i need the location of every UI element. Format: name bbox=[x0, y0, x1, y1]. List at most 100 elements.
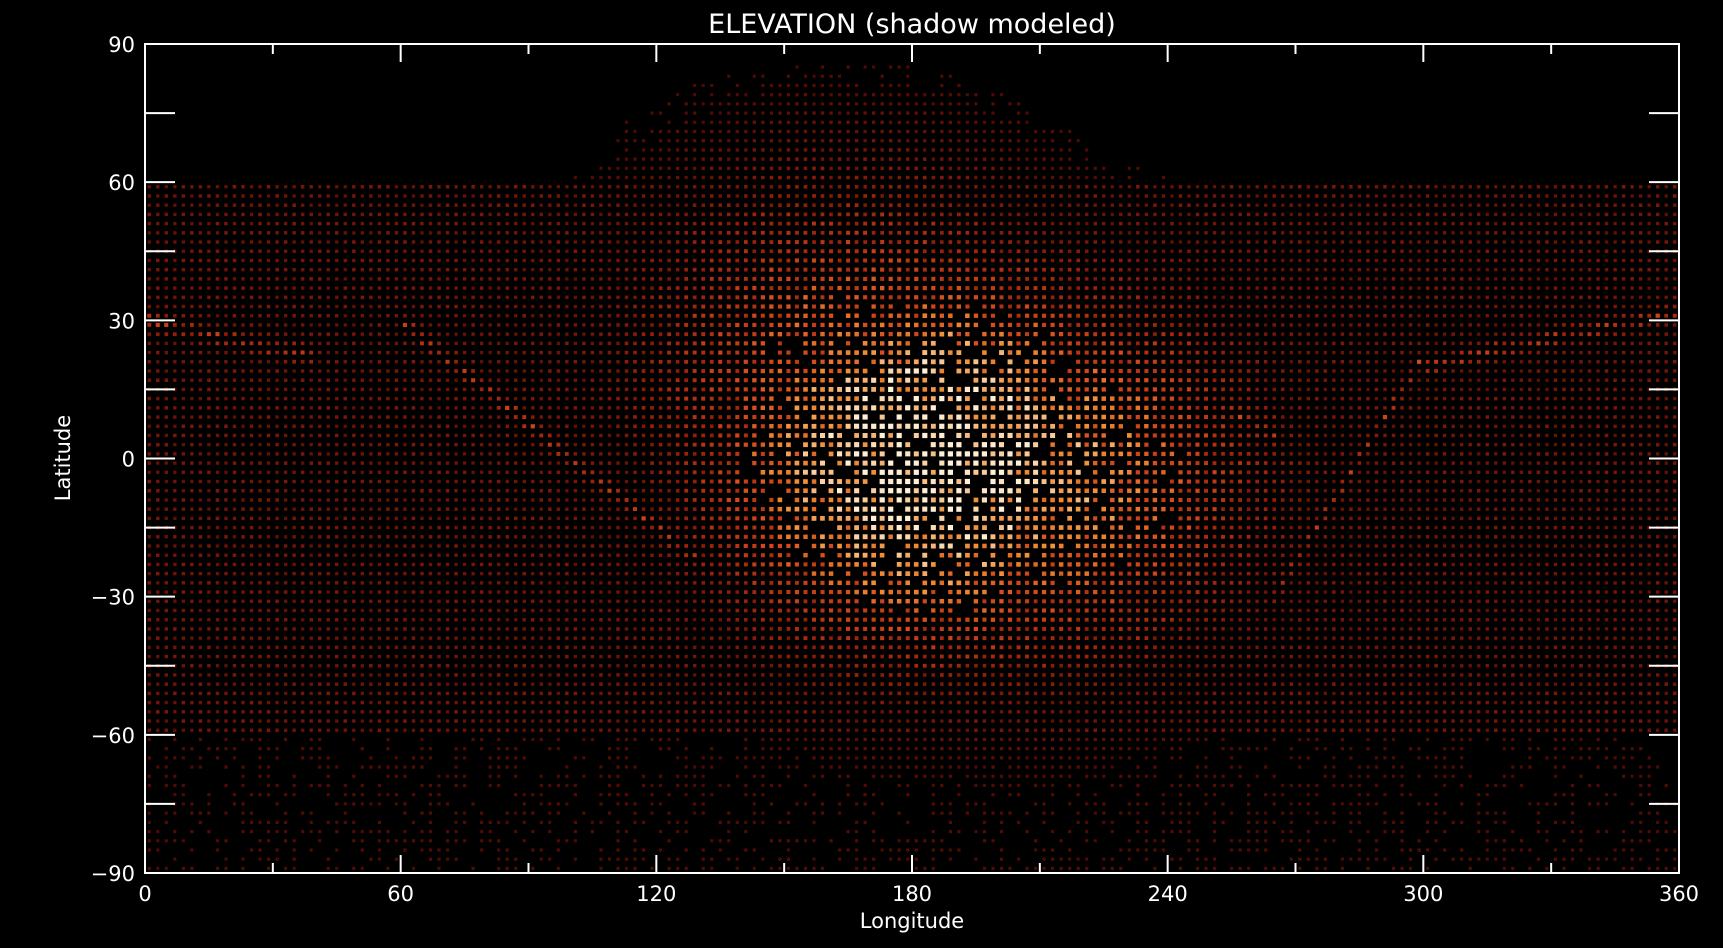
elevation-dot bbox=[394, 194, 398, 198]
elevation-dot bbox=[1417, 286, 1421, 290]
elevation-dot bbox=[1579, 277, 1583, 281]
elevation-dot bbox=[1459, 396, 1464, 401]
elevation-dot bbox=[539, 378, 543, 382]
elevation-dot bbox=[462, 341, 467, 346]
elevation-dot bbox=[215, 212, 220, 217]
elevation-dot bbox=[565, 369, 569, 373]
elevation-dot bbox=[1229, 350, 1234, 355]
elevation-dot bbox=[198, 378, 203, 382]
elevation-dot bbox=[173, 222, 177, 226]
elevation-dot bbox=[1664, 212, 1668, 217]
elevation-dot bbox=[1477, 240, 1481, 244]
elevation-dot bbox=[1153, 203, 1157, 207]
elevation-dot bbox=[1246, 286, 1251, 290]
elevation-dot bbox=[940, 231, 944, 235]
elevation-dot bbox=[735, 406, 740, 410]
elevation-dot bbox=[1298, 387, 1302, 391]
elevation-dot bbox=[198, 194, 203, 198]
elevation-dot bbox=[675, 231, 680, 235]
elevation-dot bbox=[676, 139, 680, 143]
elevation-dot bbox=[633, 194, 637, 198]
elevation-dot bbox=[692, 267, 697, 272]
elevation-dot bbox=[693, 129, 697, 134]
elevation-dot bbox=[1221, 203, 1225, 207]
elevation-dot bbox=[369, 267, 373, 272]
elevation-dot bbox=[1067, 405, 1072, 411]
elevation-dot bbox=[769, 368, 774, 374]
elevation-dot bbox=[556, 249, 560, 253]
elevation-dot bbox=[948, 350, 953, 355]
elevation-dot bbox=[1315, 222, 1319, 226]
elevation-dot bbox=[488, 286, 492, 290]
elevation-dot bbox=[505, 314, 509, 318]
elevation-dot bbox=[684, 221, 688, 226]
elevation-dot bbox=[965, 129, 969, 134]
elevation-dot bbox=[309, 185, 313, 189]
elevation-dot bbox=[1587, 249, 1592, 253]
elevation-dot bbox=[701, 396, 706, 401]
elevation-dot bbox=[565, 185, 569, 189]
elevation-dot bbox=[607, 304, 612, 309]
elevation-dot bbox=[1161, 249, 1165, 253]
elevation-dot bbox=[599, 194, 603, 198]
elevation-dot bbox=[300, 277, 305, 281]
elevation-dot bbox=[1536, 341, 1541, 346]
elevation-dot bbox=[1007, 396, 1013, 402]
elevation-dot bbox=[641, 166, 646, 170]
elevation-dot bbox=[232, 295, 237, 299]
elevation-dot bbox=[1442, 341, 1447, 346]
elevation-dot bbox=[522, 378, 526, 382]
elevation-dot bbox=[1153, 286, 1157, 290]
elevation-dot bbox=[599, 240, 603, 244]
elevation-dot bbox=[411, 314, 416, 318]
elevation-dot bbox=[1460, 249, 1464, 253]
elevation-dot bbox=[1246, 341, 1251, 346]
elevation-dot bbox=[249, 323, 254, 327]
elevation-dot bbox=[931, 194, 935, 198]
elevation-dot bbox=[539, 369, 543, 373]
elevation-dot bbox=[1272, 231, 1276, 235]
elevation-dot bbox=[428, 249, 433, 253]
elevation-dot bbox=[769, 359, 774, 364]
elevation-dot bbox=[1255, 378, 1259, 382]
elevation-dot bbox=[266, 314, 271, 318]
elevation-dot bbox=[1511, 277, 1515, 281]
elevation-dot bbox=[641, 240, 646, 244]
elevation-dot bbox=[462, 222, 467, 226]
elevation-dot bbox=[752, 203, 757, 207]
elevation-dot bbox=[1408, 286, 1413, 290]
elevation-dot bbox=[1494, 286, 1498, 290]
elevation-dot bbox=[1059, 185, 1063, 189]
elevation-dot bbox=[1238, 387, 1242, 392]
elevation-dot bbox=[1528, 314, 1532, 318]
elevation-dot bbox=[480, 258, 484, 263]
elevation-dot bbox=[1281, 221, 1285, 226]
elevation-dot bbox=[965, 111, 969, 115]
elevation-dot bbox=[1255, 396, 1259, 401]
elevation-dot bbox=[1673, 231, 1677, 235]
elevation-dot bbox=[573, 203, 577, 207]
elevation-dot bbox=[974, 231, 978, 235]
elevation-dot bbox=[914, 295, 919, 300]
elevation-dot bbox=[965, 93, 969, 97]
elevation-dot bbox=[173, 304, 177, 309]
elevation-dot bbox=[1655, 323, 1660, 327]
elevation-dot bbox=[923, 185, 927, 189]
elevation-dot bbox=[1630, 267, 1634, 272]
elevation-dot bbox=[505, 212, 509, 217]
elevation-dot bbox=[1204, 194, 1208, 198]
elevation-dot bbox=[709, 295, 714, 300]
elevation-dot bbox=[1041, 396, 1047, 401]
elevation-dot bbox=[1118, 323, 1123, 327]
elevation-dot bbox=[709, 221, 714, 226]
elevation-dot bbox=[607, 185, 612, 189]
elevation-dot bbox=[1528, 277, 1532, 281]
elevation-dot bbox=[658, 378, 663, 382]
elevation-dot bbox=[1118, 368, 1123, 373]
elevation-dot bbox=[1408, 406, 1413, 410]
elevation-dot bbox=[1639, 194, 1643, 198]
elevation-dot bbox=[1255, 185, 1259, 189]
elevation-dot bbox=[1153, 212, 1157, 217]
elevation-dot bbox=[1246, 277, 1251, 281]
elevation-dot bbox=[1604, 369, 1609, 373]
